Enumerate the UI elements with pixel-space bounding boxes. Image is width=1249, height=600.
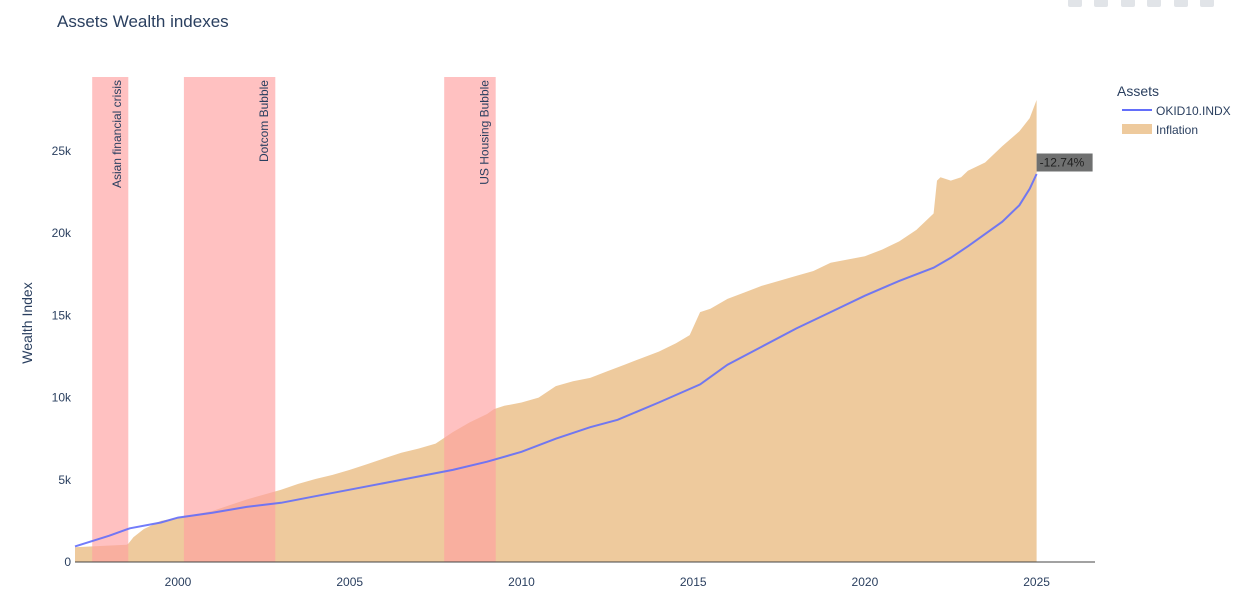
legend-label-inflation: Inflation bbox=[1156, 123, 1198, 137]
legend-item-inflation[interactable]: Inflation bbox=[1122, 123, 1198, 137]
zoom-in-icon[interactable] bbox=[1147, 0, 1162, 7]
pan-icon[interactable] bbox=[1120, 0, 1135, 7]
y-tick-label: 0 bbox=[64, 555, 71, 569]
x-tick-label: 2000 bbox=[165, 575, 192, 589]
autoscale-icon[interactable] bbox=[1200, 0, 1215, 7]
annotation-box bbox=[1036, 153, 1093, 172]
x-tick-label: 2005 bbox=[336, 575, 363, 589]
y-tick-label: 5k bbox=[58, 473, 72, 487]
legend-item-okid10[interactable]: OKID10.INDX bbox=[1122, 104, 1231, 118]
y-tick-label: 10k bbox=[52, 391, 72, 405]
chart-modebar[interactable] bbox=[1068, 0, 1222, 7]
plot-area: Asian financial crisis Dotcom Bubble US Ho… bbox=[52, 77, 1095, 589]
recession-band-0 bbox=[92, 77, 129, 562]
chart-title: Assets Wealth indexes bbox=[57, 12, 229, 31]
okid10-line[interactable] bbox=[74, 173, 1038, 548]
inflation-area[interactable] bbox=[75, 100, 1037, 562]
recession-label-0: Asian financial crisis bbox=[110, 80, 124, 188]
recession-label-2: US Housing Bubble bbox=[478, 80, 492, 185]
x-tick-label: 2025 bbox=[1023, 575, 1050, 589]
x-tick-label: 2015 bbox=[680, 575, 707, 589]
y-tick-label: 15k bbox=[52, 308, 72, 322]
legend-label-okid10: OKID10.INDX bbox=[1156, 104, 1231, 118]
zoom-out-icon[interactable] bbox=[1173, 0, 1188, 7]
legend-title: Assets bbox=[1117, 83, 1159, 99]
recession-band-1 bbox=[183, 77, 276, 562]
annotation-text: -12.74% bbox=[1040, 156, 1085, 170]
y-tick-label: 20k bbox=[52, 226, 72, 240]
legend: Assets OKID10.INDX Inflation bbox=[1117, 83, 1231, 137]
recession-label-1: Dotcom Bubble bbox=[257, 80, 271, 162]
x-tick-label: 2020 bbox=[852, 575, 879, 589]
y-axis-title: Wealth Index bbox=[19, 282, 35, 363]
annotation-okid10-return: -12.74% bbox=[1036, 153, 1093, 172]
camera-icon[interactable] bbox=[1068, 0, 1082, 7]
x-tick-label: 2010 bbox=[508, 575, 535, 589]
zoom-icon[interactable] bbox=[1094, 0, 1109, 7]
y-tick-label: 25k bbox=[52, 144, 72, 158]
recession-band-2 bbox=[444, 77, 496, 562]
